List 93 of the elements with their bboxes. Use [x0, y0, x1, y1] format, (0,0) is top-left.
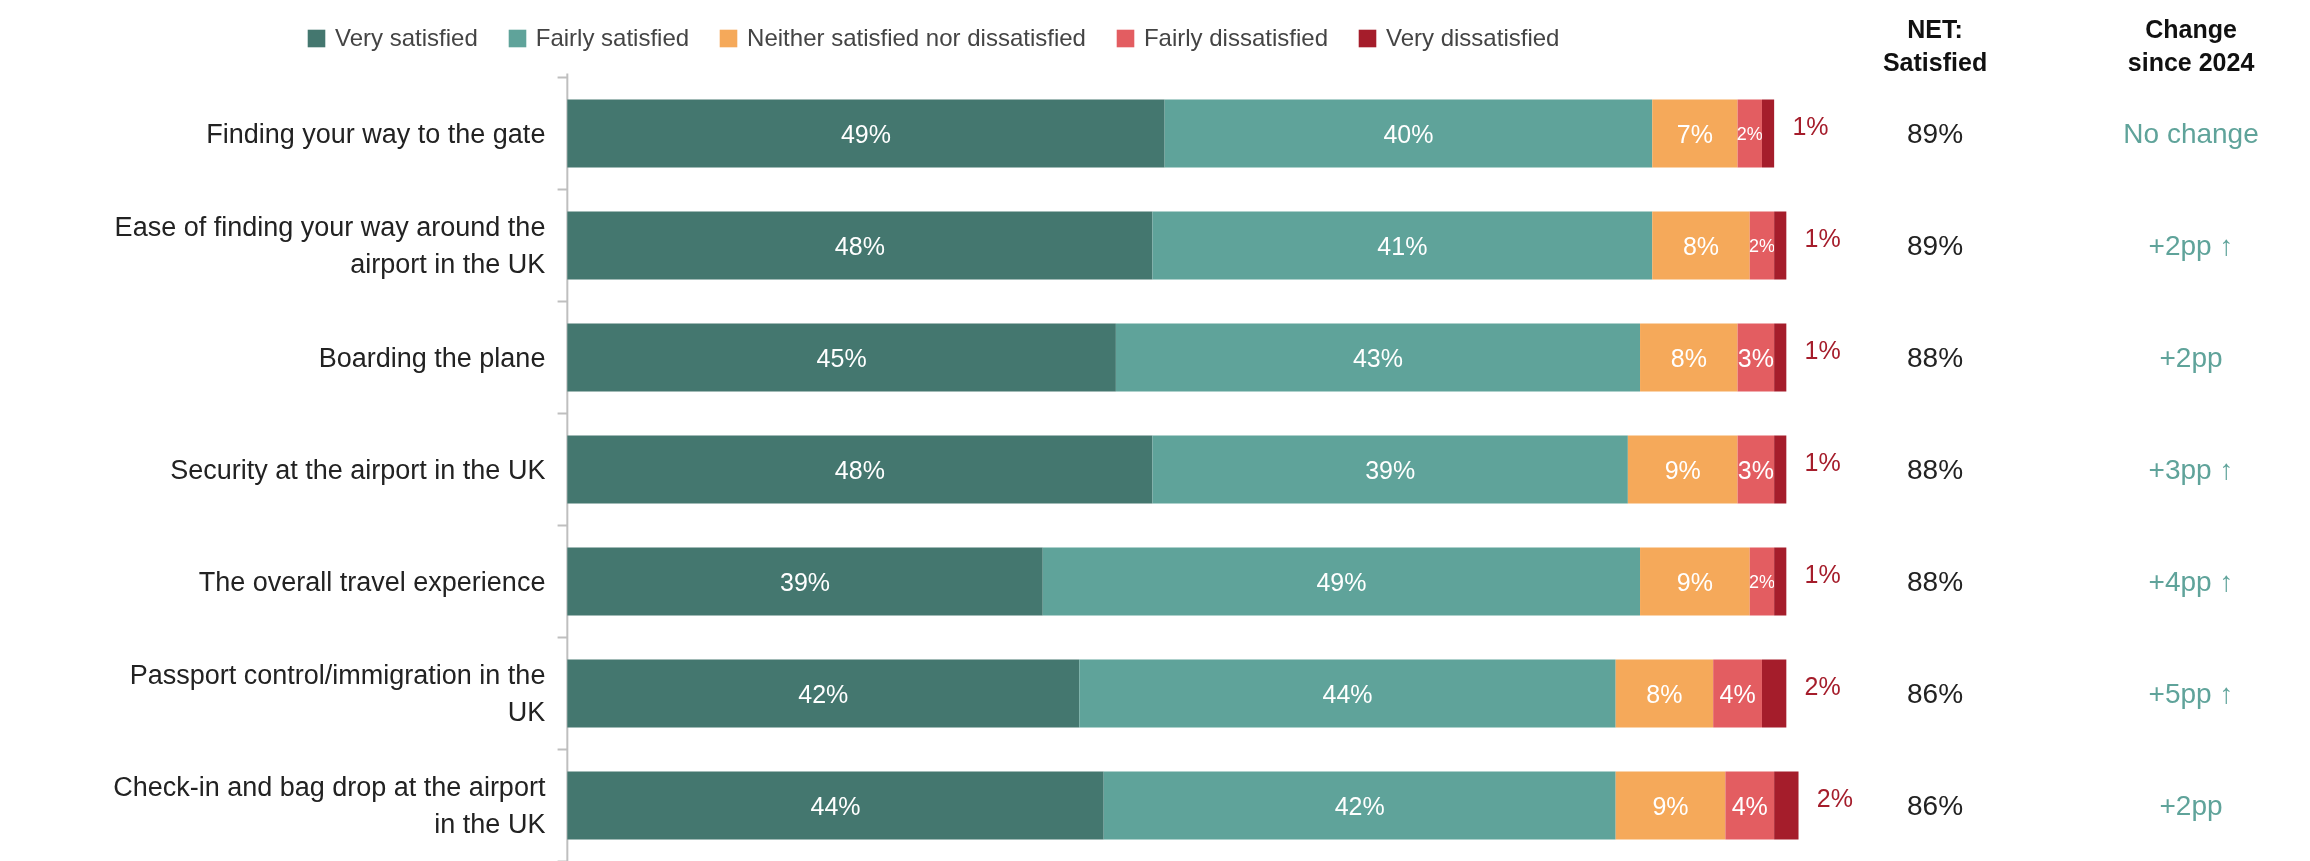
- text: 88%: [1907, 566, 1964, 597]
- text: +5pp ↑: [2148, 678, 2234, 709]
- legend-label: Fairly dissatisfied: [1143, 24, 1328, 52]
- data-label: 2%: [1804, 671, 1841, 700]
- data-label: 39%: [780, 567, 831, 596]
- text: 86%: [1907, 790, 1964, 821]
- bar: [1761, 99, 1775, 168]
- data-label: 2%: [1816, 783, 1853, 812]
- text: +2pp: [2159, 790, 2223, 821]
- legend-label: Neither satisfied nor dissatisfied: [747, 24, 1086, 52]
- data-label: 41%: [1377, 231, 1428, 260]
- data-label: 49%: [1316, 567, 1367, 596]
- text: +3pp ↑: [2148, 454, 2234, 485]
- data-label: 8%: [1670, 343, 1707, 372]
- data-label: 44%: [810, 791, 861, 820]
- text: 89%: [1907, 230, 1964, 261]
- data-label: 1%: [1792, 111, 1829, 140]
- text: +4pp ↑: [2148, 566, 2234, 597]
- text: NET: Satisfied: [1882, 14, 1988, 77]
- data-label: 48%: [834, 455, 885, 484]
- text: 89%: [1907, 118, 1964, 149]
- data-label: 4%: [1719, 679, 1756, 708]
- bar: [1640, 547, 1750, 616]
- bar: [1774, 323, 1787, 392]
- y-tick-label: Check-in and bag drop at the airport in the UK: [113, 771, 546, 840]
- data-label: 43%: [1352, 343, 1403, 372]
- text: +2pp: [2159, 342, 2223, 373]
- data-label: 2%: [1736, 123, 1763, 144]
- data-label: 2%: [1748, 571, 1775, 592]
- data-label: 1%: [1804, 223, 1841, 252]
- bar: [1164, 99, 1653, 168]
- bar: [1652, 99, 1738, 168]
- bar: [1713, 659, 1762, 728]
- data-label: 9%: [1664, 455, 1701, 484]
- bar: [1652, 211, 1750, 280]
- data-label: 1%: [1804, 447, 1841, 476]
- text: No change: [2123, 118, 2259, 149]
- y-tick-label: The overall travel experience: [198, 566, 546, 597]
- bar: [1079, 659, 1616, 728]
- bar: [1774, 547, 1787, 616]
- bar: [1103, 771, 1616, 840]
- bar: [1042, 547, 1641, 616]
- data-label: 1%: [1804, 335, 1841, 364]
- bar: [1761, 659, 1787, 728]
- data-label: 4%: [1731, 791, 1768, 820]
- legend-label: Fairly satisfied: [535, 24, 690, 52]
- data-label: 9%: [1676, 567, 1713, 596]
- text: 86%: [1907, 678, 1964, 709]
- legend-label: Very satisfied: [335, 24, 478, 52]
- bar: [567, 211, 1153, 280]
- data-label: 8%: [1646, 679, 1683, 708]
- data-label: 2%: [1748, 235, 1775, 256]
- data-label: 8%: [1682, 231, 1720, 260]
- data-label: 42%: [1334, 791, 1385, 820]
- bar: [567, 99, 1165, 168]
- data-label: 3%: [1737, 455, 1774, 484]
- bar: [1774, 771, 1799, 840]
- data-label: 45%: [816, 343, 867, 372]
- data-label: 7%: [1676, 119, 1713, 148]
- data-label: 1%: [1804, 559, 1841, 588]
- bar: [1725, 771, 1775, 840]
- text: +2pp ↑: [2148, 230, 2234, 261]
- y-tick-label: Passport control/immigration in the UK: [129, 659, 546, 728]
- data-label: 39%: [1365, 455, 1416, 484]
- bar: [567, 323, 1116, 392]
- data-label: 48%: [834, 231, 885, 260]
- y-tick-label: Boarding the plane: [318, 342, 546, 373]
- bar: [1152, 211, 1653, 280]
- text: Change since 2024: [2127, 14, 2255, 77]
- bar: [1640, 323, 1738, 392]
- bar: [1615, 771, 1726, 840]
- y-tick-label: Ease of finding your way around the airport in the UK: [114, 211, 546, 280]
- data-label: 44%: [1322, 679, 1373, 708]
- bar: [1115, 323, 1641, 392]
- legend-label: Very dissatisfied: [1386, 24, 1560, 52]
- bar: [1152, 435, 1628, 504]
- text: 88%: [1907, 342, 1964, 373]
- bar: [567, 435, 1153, 504]
- data-label: 9%: [1652, 791, 1689, 820]
- bar: [567, 659, 1080, 728]
- bar: [1774, 211, 1787, 280]
- y-tick-label: Security at the airport in the UK: [170, 454, 546, 485]
- data-label: 40%: [1383, 119, 1434, 148]
- text: 88%: [1907, 454, 1964, 485]
- y-tick-label: Finding your way to the gate: [206, 118, 546, 149]
- bar: [567, 771, 1104, 840]
- data-label: 49%: [840, 119, 892, 148]
- bar: [567, 547, 1043, 616]
- bar: [1615, 659, 1714, 728]
- data-label: 42%: [798, 679, 849, 708]
- bar: [1627, 435, 1738, 504]
- data-label: 3%: [1737, 343, 1774, 372]
- bar: [1774, 435, 1787, 504]
